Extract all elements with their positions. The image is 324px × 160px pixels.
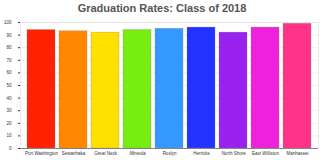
svg-text:Manhasset: Manhasset <box>286 151 309 156</box>
svg-text:30: 30 <box>6 108 12 113</box>
svg-text:Great Neck: Great Neck <box>94 151 118 156</box>
svg-text:0: 0 <box>9 146 12 151</box>
svg-text:80: 80 <box>6 45 12 50</box>
svg-text:90: 90 <box>6 33 12 38</box>
svg-text:20: 20 <box>6 121 12 126</box>
svg-text:Mineola: Mineola <box>130 151 146 156</box>
svg-text:Roslyn: Roslyn <box>163 151 177 156</box>
svg-text:70: 70 <box>6 58 12 63</box>
html-text:Graduation Rates: Class of 201: Graduation Rates: Class of 2018 <box>77 2 247 14</box>
svg-text:60: 60 <box>6 70 12 75</box>
svg-text:Sewanhaka: Sewanhaka <box>62 151 86 156</box>
svg-text:50: 50 <box>6 83 12 88</box>
svg-text:North Shore: North Shore <box>221 151 246 156</box>
svg-text:Port Washington: Port Washington <box>25 151 59 156</box>
svg-text:Herricks: Herricks <box>193 151 210 156</box>
svg-text:100: 100 <box>4 20 12 25</box>
svg-text:40: 40 <box>6 96 12 101</box>
svg-text:10: 10 <box>6 133 12 138</box>
svg-text:East Williston: East Williston <box>252 151 280 156</box>
